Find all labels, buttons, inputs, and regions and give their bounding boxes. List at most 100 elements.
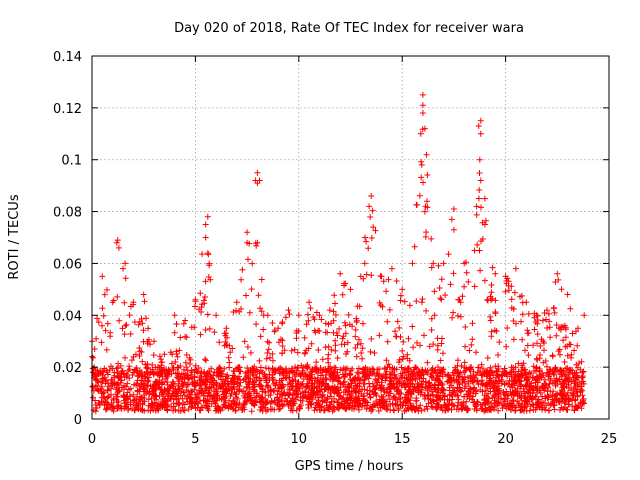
data-point [192, 303, 198, 310]
data-point [326, 405, 333, 412]
data-point [233, 307, 240, 314]
data-point [124, 372, 131, 378]
data-point [533, 364, 540, 371]
data-point [185, 375, 192, 382]
data-point [346, 321, 353, 328]
data-point [132, 351, 139, 358]
data-point [518, 406, 525, 413]
data-point [328, 320, 335, 327]
data-point [360, 366, 367, 372]
data-point [414, 365, 420, 372]
data-point [282, 392, 289, 399]
data-point [303, 321, 310, 328]
data-point [378, 373, 385, 380]
data-point [572, 377, 579, 383]
data-point [254, 169, 261, 176]
data-point [329, 408, 336, 415]
data-point [173, 348, 180, 355]
data-point [417, 130, 424, 137]
data-point [344, 339, 351, 346]
data-point [342, 280, 349, 287]
data-point [337, 366, 344, 373]
data-point [177, 334, 184, 341]
data-point [165, 392, 172, 398]
x-axis: 0 5 10 15 20 25 [88, 56, 617, 447]
data-point [95, 387, 102, 393]
data-point [109, 406, 116, 413]
data-point [211, 329, 218, 336]
data-point [389, 366, 396, 373]
data-point [122, 354, 128, 361]
data-point [126, 363, 133, 370]
data-point [375, 408, 382, 414]
data-point [208, 400, 215, 407]
data-point [482, 399, 489, 406]
data-point [428, 384, 435, 391]
data-point [410, 366, 417, 373]
data-point [458, 401, 465, 408]
data-point [550, 399, 557, 406]
data-point [573, 374, 580, 380]
data-point [347, 399, 354, 406]
data-point [242, 398, 249, 405]
data-point [123, 321, 130, 328]
data-point [473, 211, 480, 218]
data-point [422, 233, 429, 240]
data-point [542, 376, 548, 383]
data-point [468, 341, 475, 348]
data-point [305, 401, 311, 408]
data-point [363, 271, 370, 278]
data-point [151, 338, 157, 345]
data-point [334, 369, 341, 376]
data-point [223, 325, 230, 332]
data-point [484, 370, 491, 377]
data-points [89, 91, 588, 415]
data-point [91, 346, 98, 352]
data-point [450, 309, 457, 316]
data-point [244, 239, 251, 246]
data-point [423, 151, 430, 158]
data-point [396, 324, 403, 331]
data-point [533, 312, 540, 319]
data-point [513, 372, 519, 379]
data-point [383, 368, 390, 375]
data-point [230, 309, 237, 315]
data-point [376, 332, 383, 339]
data-point [397, 370, 404, 377]
data-point [311, 381, 318, 387]
data-point [321, 407, 327, 414]
data-point [299, 367, 306, 374]
data-point [567, 367, 574, 373]
data-point [362, 234, 368, 241]
data-point [465, 278, 472, 285]
data-point [481, 408, 488, 415]
data-point [442, 371, 449, 378]
data-point [409, 260, 416, 267]
data-point [154, 364, 161, 370]
data-point [152, 378, 159, 385]
data-point [454, 357, 461, 364]
data-point [355, 336, 362, 343]
data-point [431, 312, 438, 319]
data-point [332, 300, 338, 307]
data-point [555, 276, 562, 283]
data-point [365, 368, 372, 375]
data-point [352, 345, 359, 351]
data-point [495, 363, 502, 370]
data-point [287, 397, 294, 404]
data-point [544, 307, 550, 314]
data-point [472, 390, 479, 397]
data-point [343, 406, 349, 413]
data-point [192, 382, 199, 389]
data-point [492, 394, 498, 401]
data-point [308, 340, 315, 347]
data-point [481, 277, 488, 284]
data-point [486, 375, 493, 382]
data-point [484, 355, 491, 361]
data-point [330, 388, 337, 395]
data-point [275, 325, 282, 332]
data-point [335, 387, 342, 394]
data-point [325, 359, 332, 366]
data-point [232, 407, 239, 414]
data-point [144, 378, 151, 385]
